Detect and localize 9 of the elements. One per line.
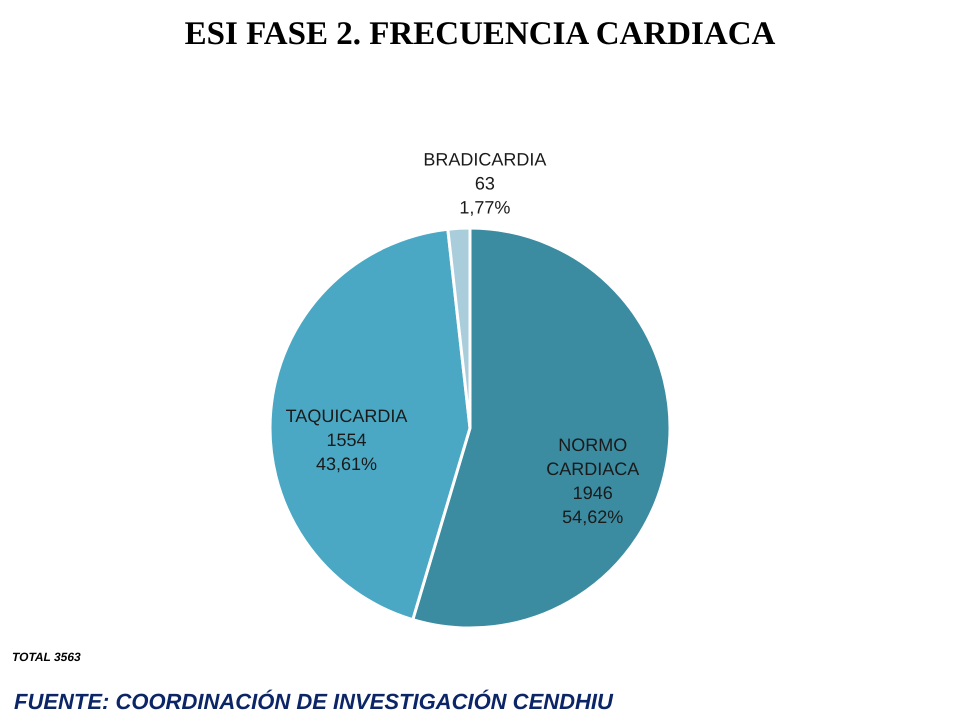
text: TOTAL 3563 xyxy=(12,650,82,664)
slice-label: BRADICARDIA xyxy=(423,149,546,170)
slice-label: NORMO CARDIACA xyxy=(546,434,640,479)
data-label: 63 1,77% xyxy=(459,173,510,218)
chart-title: ESI FASE 2. FRECUENCIA CARDIACA xyxy=(184,16,776,52)
slice-label: TAQUICARDIA xyxy=(286,406,408,426)
source-note: FUENTE: COORDINACIÓN DE INVESTIGACIÓN CENDHIU xyxy=(14,689,614,714)
data-label: 1946 54,62% xyxy=(562,482,624,527)
data-label: 1554 43,61% xyxy=(316,430,378,474)
